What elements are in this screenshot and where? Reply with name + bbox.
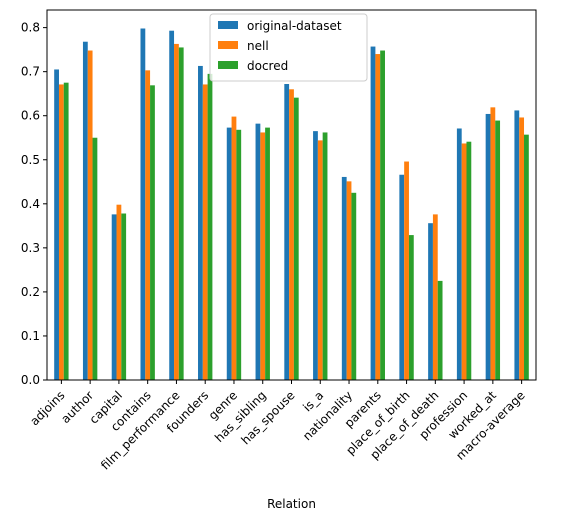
bar-docred-parents (380, 50, 385, 381)
bars-layer (54, 28, 529, 381)
bar-nell-profession (461, 143, 467, 380)
bar-nell-macro-average (519, 117, 525, 380)
bar-nell-author (87, 50, 93, 381)
bar-original-dataset-place_of_death (428, 223, 433, 380)
legend-swatch (218, 41, 238, 49)
bar-original-dataset-capital (111, 214, 117, 380)
bar-original-dataset-film_performance (169, 30, 175, 380)
bar-nell-is_a (317, 140, 323, 380)
y-tick-label: 0.8 (21, 21, 40, 35)
y-tick-label: 0.5 (21, 153, 40, 167)
y-tick-label: 0.7 (21, 65, 40, 79)
bar-original-dataset-founders (198, 65, 203, 380)
bar-docred-macro-average (524, 134, 529, 380)
bar-nell-genre (231, 116, 237, 380)
bar-nell-film_performance (174, 43, 179, 381)
bar-nell-parents (375, 54, 381, 381)
bar-nell-has_sibling (260, 132, 266, 380)
bar-docred-has_sibling (265, 127, 270, 380)
bar-original-dataset-parents (370, 46, 376, 381)
bar-original-dataset-place_of_birth (399, 174, 405, 380)
bar-docred-nationality (351, 192, 357, 380)
y-axis: 0.0 0.1 0.2 0.3 0.4 0.5 0.6 0.7 0.8 (21, 21, 47, 387)
legend-entry-label: nell (247, 39, 269, 53)
bar-docred-profession (466, 141, 472, 380)
bar-docred-film_performance (178, 47, 184, 380)
bar-docred-founders (207, 73, 213, 380)
legend-entry-label: docred (247, 59, 288, 73)
bar-nell-nationality (346, 181, 352, 380)
bar-original-dataset-contains (140, 28, 146, 380)
x-axis-label: Relation (267, 497, 316, 511)
bar-original-dataset-author (82, 41, 88, 380)
bar-docred-has_spouse (293, 97, 299, 381)
bar-docred-capital (121, 213, 127, 380)
bar-nell-place_of_death (432, 214, 438, 380)
y-tick-label: 0.0 (21, 373, 40, 387)
bar-nell-has_spouse (289, 89, 294, 381)
bar-nell-worked_at (490, 107, 496, 380)
bar-original-dataset-genre (226, 127, 232, 380)
bar-docred-worked_at (495, 120, 501, 381)
bar-original-dataset-has_spouse (284, 84, 290, 380)
bar-original-dataset-macro-average (514, 110, 520, 380)
legend-swatch (218, 61, 238, 69)
bar-docred-is_a (322, 132, 328, 380)
legend-swatch (218, 21, 238, 29)
legend-entry-label: original-dataset (247, 19, 342, 33)
y-tick-label: 0.1 (21, 329, 40, 343)
y-tick-label: 0.3 (21, 241, 40, 255)
y-tick-label: 0.4 (21, 197, 40, 211)
y-tick-label: 0.2 (21, 285, 40, 299)
bar-original-dataset-is_a (313, 131, 318, 380)
bar-original-dataset-nationality (341, 176, 347, 380)
bar-docred-genre (236, 129, 242, 380)
x-tick-label: adjoins (27, 388, 67, 428)
legend-box (209, 13, 368, 82)
bar-docred-adjoins (63, 82, 69, 380)
x-axis: adjoinsauthorcapitalcontainsfilm_perform… (27, 380, 528, 473)
bar-original-dataset-has_sibling (255, 123, 261, 381)
bar-docred-contains (150, 85, 155, 381)
bar-original-dataset-profession (456, 128, 462, 380)
bar-original-dataset-worked_at (485, 113, 491, 380)
bar-nell-capital (116, 204, 122, 380)
bar-docred-place_of_birth (408, 235, 414, 380)
bar-nell-founders (202, 84, 208, 380)
y-tick-label: 0.6 (21, 109, 40, 123)
bar-nell-adjoins (58, 84, 64, 380)
bar-docred-author (92, 137, 98, 380)
bar-nell-place_of_birth (404, 161, 409, 380)
bar-nell-contains (145, 70, 151, 380)
bar-docred-place_of_death (437, 280, 443, 380)
bar-original-dataset-adjoins (54, 69, 59, 380)
legend: original-dataset nell docred (209, 13, 368, 82)
